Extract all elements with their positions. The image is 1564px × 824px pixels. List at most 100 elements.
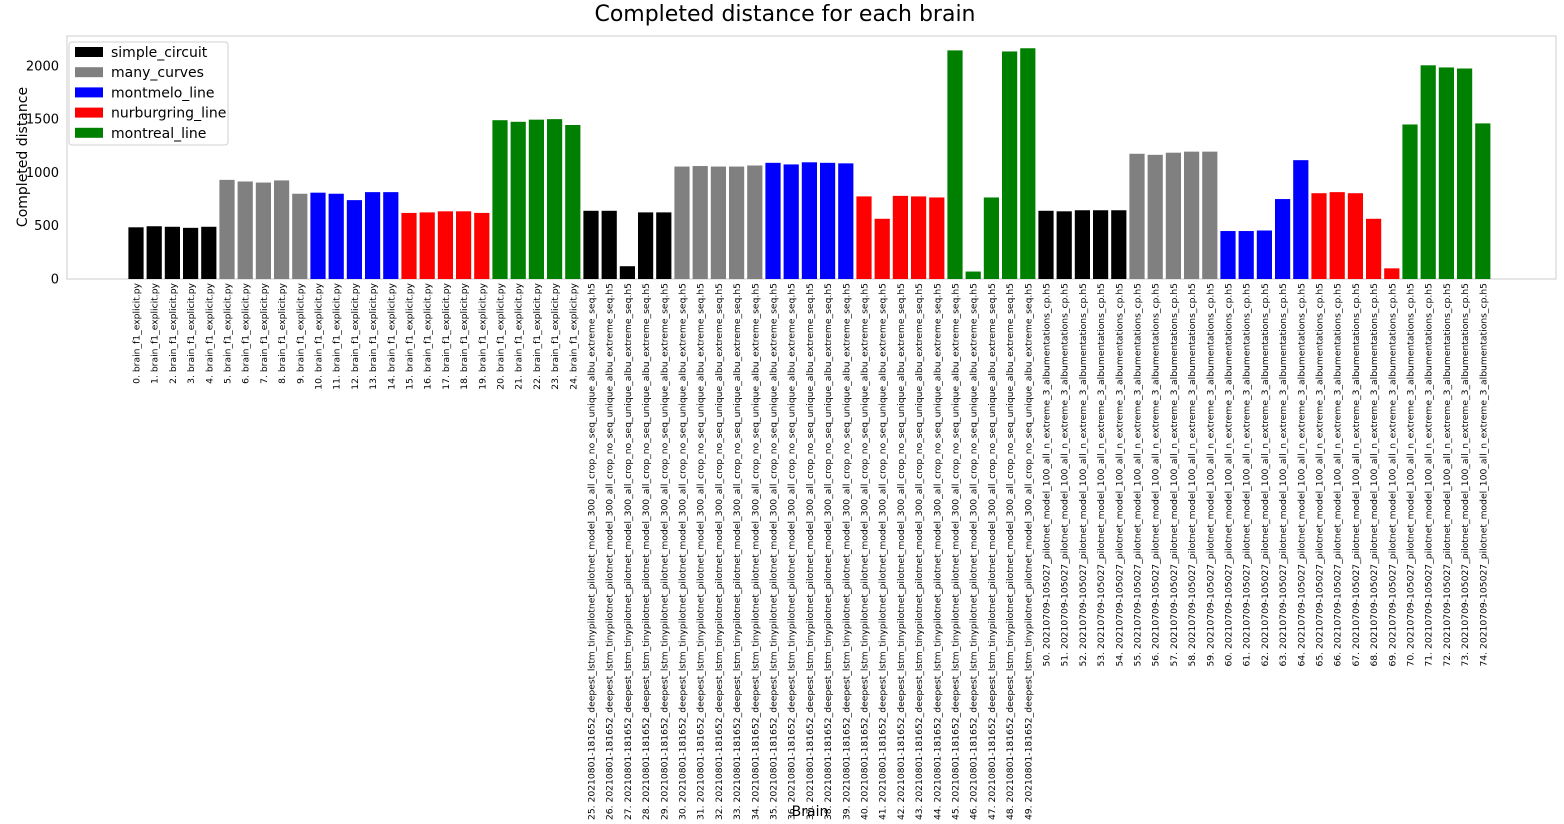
bar [292,193,308,279]
x-tick-label: 72. 20210709-105027_pilotnet_model_100_a… [1442,283,1453,667]
x-axis-label: Brain [792,804,829,820]
bar [492,120,508,280]
x-tick-label: 15. brain_f1_explicit.py [405,282,416,389]
x-tick-label: 62. 20210709-105027_pilotnet_model_100_a… [1260,283,1271,667]
bar [1238,231,1254,279]
bar [1184,151,1200,279]
x-tick-label: 65. 20210709-105027_pilotnet_model_100_a… [1315,283,1326,667]
x-tick-label: 25. 20210801-181652_deepest_lstm_tinypil… [587,283,598,820]
bar [1056,211,1072,279]
bar [1147,154,1163,279]
legend-swatch [75,67,103,78]
x-tick-label: 45. 20210801-181652_deepest_lstm_tinypil… [951,283,962,820]
chart-title: Completed distance for each brain [594,2,975,27]
x-tick-label: 20. brain_f1_explicit.py [496,282,507,389]
x-tick-label: 4. brain_f1_explicit.py [204,282,215,383]
x-tick-labels: 0. brain_f1_explicit.py 1. brain_f1_expli… [132,282,1490,820]
x-tick-label: 27. 20210801-181652_deepest_lstm_tinypil… [623,283,634,820]
bar [1366,218,1382,279]
x-tick-label: 26. 20210801-181652_deepest_lstm_tinypil… [605,283,616,820]
bar [201,226,217,279]
bar [801,162,817,279]
y-tick-label: 1000 [26,166,59,181]
bar [146,226,162,279]
bar [528,119,544,279]
bar [237,181,253,279]
legend-label: simple_circuit [111,45,208,61]
bar [419,212,435,279]
x-tick-label: 48. 20210801-181652_deepest_lstm_tinypil… [1005,283,1016,820]
bar [1129,153,1145,279]
bar [164,226,180,279]
bar [783,164,799,279]
bar [1475,123,1491,279]
bar [1074,210,1090,279]
x-tick-label: 42. 20210801-181652_deepest_lstm_tinypil… [896,283,907,820]
bar [128,227,144,279]
x-tick-label: 1. brain_f1_explicit.py [150,282,161,383]
bar [947,50,963,280]
y-axis-label: Completed distance [15,87,31,227]
bar [1093,210,1109,279]
bar [838,163,854,279]
bar [1275,199,1291,279]
x-tick-label: 17. brain_f1_explicit.py [441,282,452,389]
x-tick-label: 7. brain_f1_explicit.py [259,282,270,383]
x-tick-label: 71. 20210709-105027_pilotnet_model_100_a… [1424,283,1435,667]
bar [274,180,290,279]
y-tick-label: 500 [34,219,59,234]
x-tick-label: 56. 20210709-105027_pilotnet_model_100_a… [1151,283,1162,667]
bar [565,124,581,279]
bar [710,166,726,279]
bar [674,166,690,279]
x-tick-label: 6. brain_f1_explicit.py [241,282,252,383]
x-tick-label: 13. brain_f1_explicit.py [368,282,379,389]
x-tick-label: 69. 20210709-105027_pilotnet_model_100_a… [1387,283,1398,667]
x-tick-label: 38. 20210801-181652_deepest_lstm_tinypil… [823,283,834,820]
x-tick-label: 49. 20210801-181652_deepest_lstm_tinypil… [1023,283,1034,820]
legend-label: nurburgring_line [111,106,226,122]
x-tick-label: 46. 20210801-181652_deepest_lstm_tinypil… [969,283,980,820]
y-tick-label: 2000 [26,59,59,74]
x-tick-label: 73. 20210709-105027_pilotnet_model_100_a… [1460,283,1471,667]
x-tick-label: 35. 20210801-181652_deepest_lstm_tinypil… [769,283,780,820]
legend: simple_circuit many_curves montmelo_linenu… [68,41,229,146]
bar [747,165,763,279]
bar [474,212,490,279]
bar [1111,210,1127,279]
x-tick-label: 8. brain_f1_explicit.py [277,282,288,383]
x-tick-label: 74. 20210709-105027_pilotnet_model_100_a… [1478,283,1489,667]
bar [1002,51,1018,279]
x-tick-label: 70. 20210709-105027_pilotnet_model_100_a… [1406,283,1417,667]
x-tick-label: 43. 20210801-181652_deepest_lstm_tinypil… [914,283,925,820]
bar [1402,124,1418,279]
x-tick-label: 52. 20210709-105027_pilotnet_model_100_a… [1078,283,1089,667]
bar [892,195,908,279]
bar [456,211,472,279]
bar [1202,151,1218,279]
legend-label: many_curves [111,65,204,81]
bar [583,210,599,279]
x-tick-label: 59. 20210709-105027_pilotnet_model_100_a… [1205,283,1216,667]
x-tick-label: 47. 20210801-181652_deepest_lstm_tinypil… [987,283,998,820]
x-tick-label: 54. 20210709-105027_pilotnet_model_100_a… [1114,283,1125,667]
bar [619,266,635,279]
bar [510,121,526,279]
legend-swatch [75,107,103,118]
bar [874,218,890,279]
x-tick-label: 63. 20210709-105027_pilotnet_model_100_a… [1278,283,1289,667]
x-tick-label: 23. brain_f1_explicit.py [550,282,561,389]
bar [401,212,417,279]
legend-swatch [75,47,103,57]
bar [1420,65,1436,280]
x-tick-label: 32. 20210801-181652_deepest_lstm_tinypil… [714,283,725,820]
x-tick-label: 21. brain_f1_explicit.py [514,282,525,389]
bar [929,197,945,279]
bar [601,210,617,279]
legend-label: montmelo_line [111,85,215,101]
y-tick-label: 0 [51,273,59,288]
bar [1438,67,1454,279]
bar [965,271,981,279]
bar [310,192,326,279]
